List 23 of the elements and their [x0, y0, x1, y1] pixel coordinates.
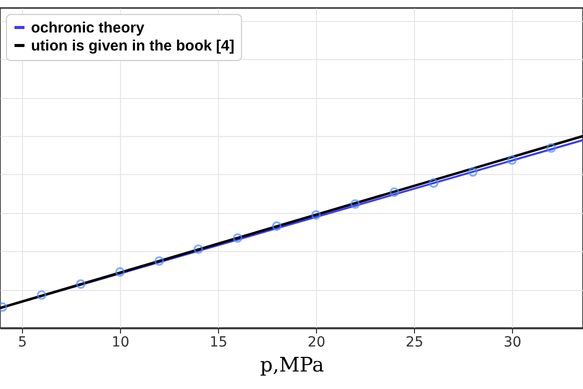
point: [390, 187, 400, 197]
x-tick-label: 20: [308, 334, 326, 350]
point: [428, 178, 438, 188]
x-tick-label: 30: [504, 334, 522, 350]
point: [232, 233, 242, 243]
point: [350, 199, 360, 209]
point: [507, 155, 517, 165]
x-tick-label: 25: [406, 334, 424, 350]
x-axis-title: p,MPa: [260, 352, 324, 376]
point: [546, 143, 556, 153]
point: [154, 256, 164, 266]
point: [311, 210, 321, 220]
x-tick-label: 5: [18, 334, 27, 350]
x-tick-label: 15: [210, 334, 228, 350]
point: [468, 167, 478, 177]
x-tick-label: 10: [112, 334, 130, 350]
point: [36, 290, 46, 300]
point: [194, 244, 204, 254]
point: [272, 221, 282, 231]
point: [115, 267, 125, 277]
legend-label: ution is given in the book [4]: [31, 38, 234, 54]
legend-label: ochronic theory: [31, 20, 146, 36]
point: [76, 279, 86, 289]
